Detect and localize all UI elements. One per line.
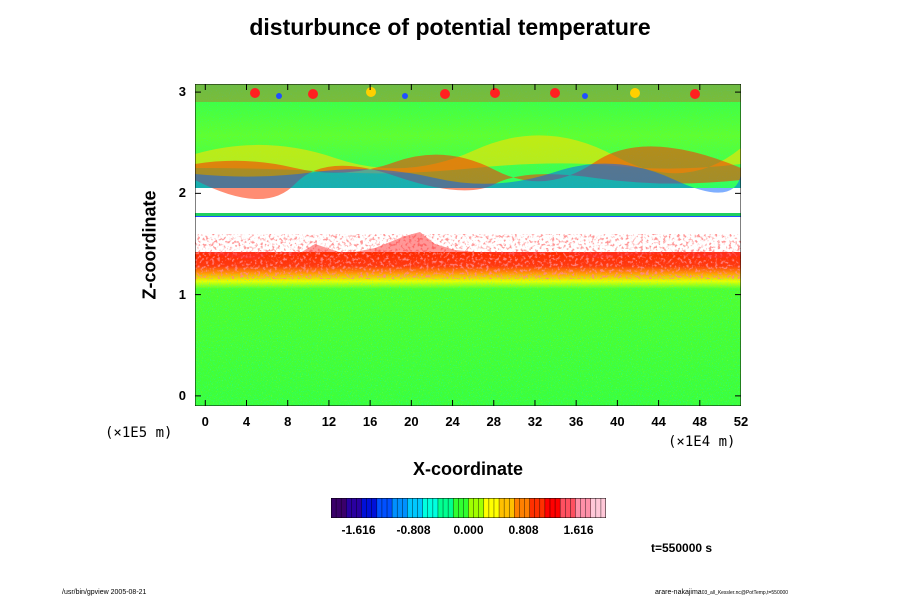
x-tick-label: 8	[284, 414, 292, 429]
colorbar-tick-label: 0.808	[508, 523, 539, 537]
footer-right-main: arare-nakajima	[655, 589, 702, 596]
y-tick-label: 3	[178, 84, 186, 100]
x-tick-label: 0	[201, 414, 209, 429]
y-tick-label: 1	[178, 286, 186, 302]
colorbar-swatch	[376, 498, 393, 518]
y-tick-label: 2	[178, 185, 186, 201]
footer-right-sub: 03_all_Kessler.nc@PotTemp,t=550000	[701, 590, 789, 596]
x-tick-label: 36	[568, 414, 584, 429]
colorbar	[331, 498, 606, 518]
x-tick-label: 12	[321, 414, 337, 429]
x-tick-label: 48	[692, 414, 708, 429]
colorbar-swatch	[407, 498, 423, 518]
colorbar-tick-label: 1.616	[563, 523, 594, 537]
x-tick-label: 52	[733, 414, 749, 429]
colorbar-swatch	[544, 498, 561, 518]
lower-field	[195, 232, 741, 406]
colorbar-swatch	[590, 498, 606, 518]
colorbar-swatch	[453, 498, 469, 518]
y-tick-marks	[195, 91, 741, 397]
colorbar-swatch	[361, 498, 378, 518]
x-tick-label: 20	[404, 414, 419, 429]
colorbar-swatch	[392, 498, 408, 518]
x-tick-label: 40	[610, 414, 625, 429]
colorbar-swatch	[483, 498, 500, 518]
x-tick-marks	[204, 84, 741, 406]
colorbar-tick-label: 0.000	[453, 523, 484, 537]
colorbar-swatch	[468, 498, 485, 518]
x-axis-label: X-coordinate	[412, 459, 523, 479]
colorbar-swatch	[529, 498, 546, 518]
chart-title: disturbunce of potential temperature	[249, 14, 651, 40]
y-axis-label: Z-coordinate	[139, 190, 160, 300]
x-tick-label: 44	[651, 414, 666, 429]
y-tick-label: 0	[178, 387, 186, 403]
colorbar-swatch	[346, 498, 362, 518]
colorbar-swatch	[437, 498, 454, 518]
footer-right: arare-nakajima03_all_Kessler.nc@PotTemp,…	[655, 589, 788, 596]
colorbar-swatch	[514, 498, 530, 518]
footer-left: /usr/bin/gpview 2005-08-21	[62, 589, 147, 596]
colorbar-swatch	[575, 498, 592, 518]
x-axis-multiplier: (×1E4 m)	[668, 434, 736, 450]
colorbar-tick-label: -0.808	[396, 523, 431, 537]
time-label: t=550000 s	[651, 541, 713, 555]
x-tick-label: 28	[486, 414, 501, 429]
colorbar-swatch	[499, 498, 515, 518]
x-tick-label: 24	[445, 414, 460, 429]
thin-line	[195, 213, 741, 217]
upper-field	[195, 84, 741, 200]
colorbar-tick-label: -1.616	[341, 523, 376, 537]
y-axis-multiplier: (×1E5 m)	[105, 425, 173, 441]
x-tick-label: 4	[242, 414, 251, 429]
x-tick-label: 16	[362, 414, 378, 429]
colorbar-swatch	[422, 498, 439, 518]
colorbar-swatch	[560, 498, 576, 518]
plot-area	[195, 84, 741, 406]
x-tick-label: 32	[527, 414, 543, 429]
colorbar-swatch	[331, 498, 347, 518]
